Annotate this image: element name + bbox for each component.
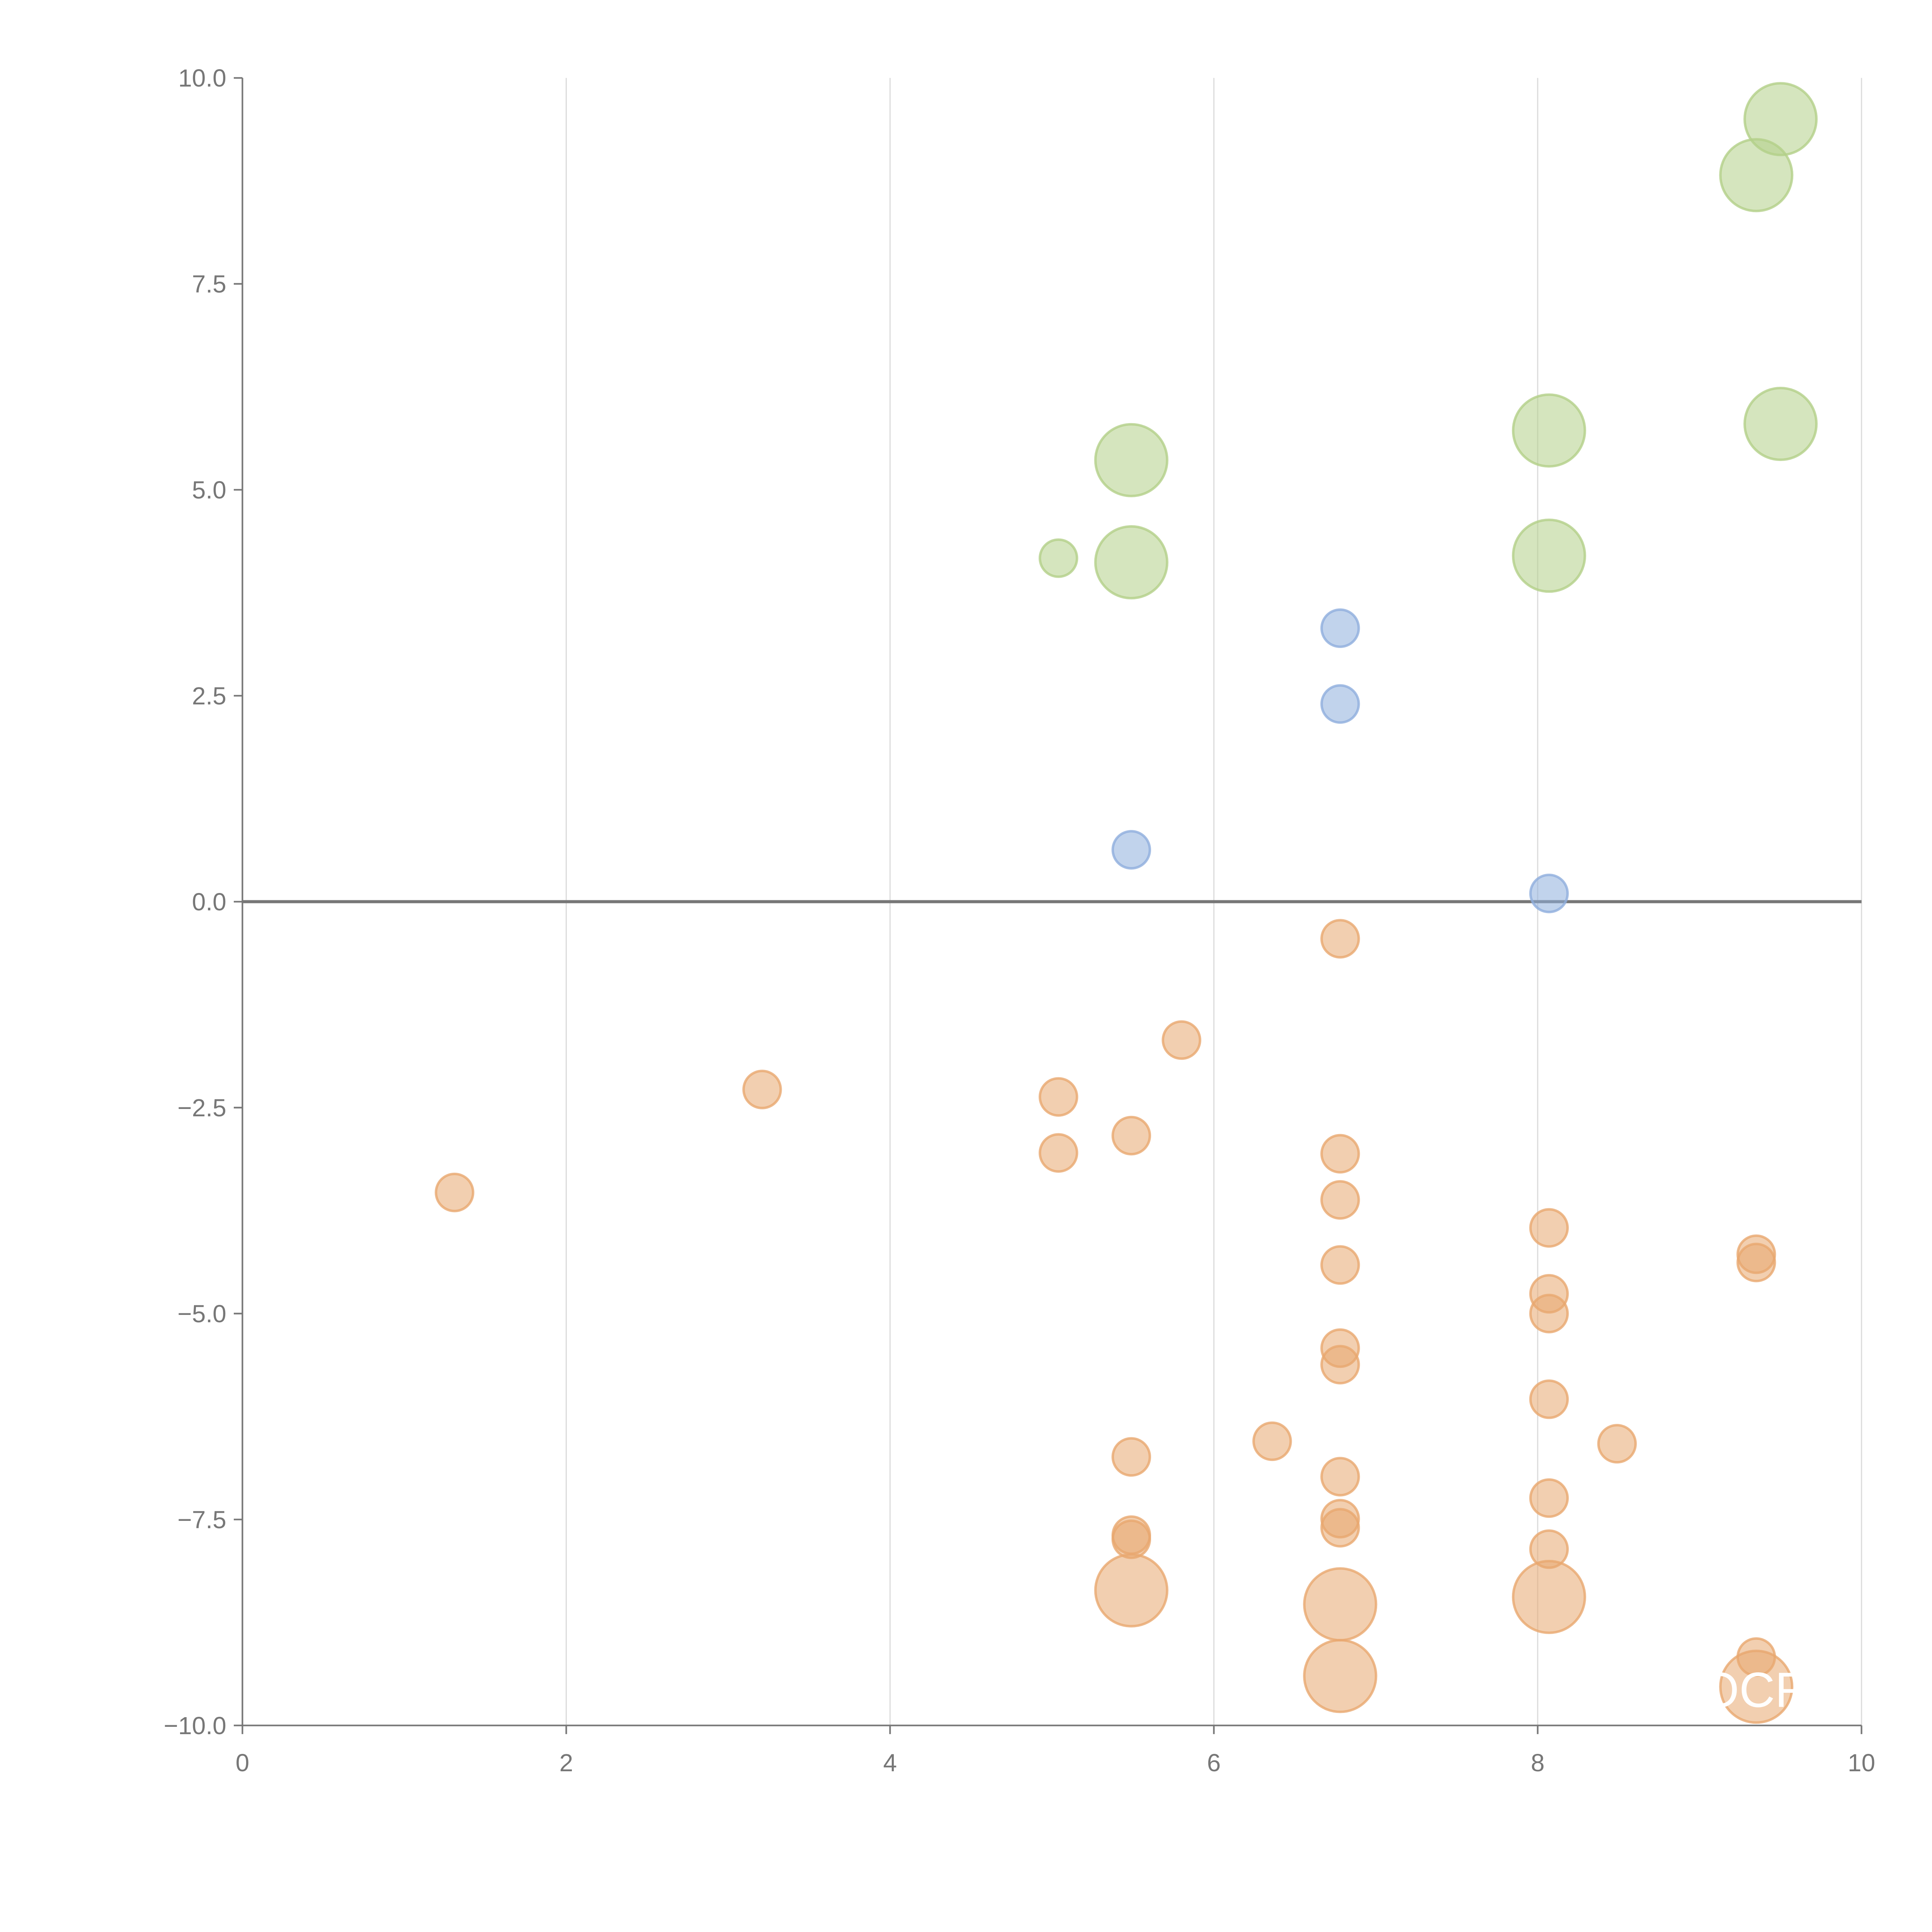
data-point-orange (1529, 1478, 1569, 1518)
data-point-orange (1162, 1020, 1201, 1060)
axes: 0 2 4 6 8 10 10.0 7.5 5.0 2.5 0.0 −2.5 −5.0 −7.5 −10.0 (164, 64, 1875, 1777)
data-point-orange (1320, 1508, 1360, 1548)
data-point-green (1743, 387, 1818, 461)
data-point-orange (1320, 919, 1360, 959)
data-point-orange (1303, 1567, 1378, 1642)
data-point-orange (1039, 1133, 1078, 1173)
data-point-orange (1736, 1637, 1776, 1677)
y-tick-label: −5.0 (177, 1300, 226, 1328)
data-point-orange (1111, 1437, 1151, 1477)
y-tick-label: 2.5 (192, 682, 226, 710)
y-tick-label: 10.0 (178, 64, 226, 92)
data-point-orange (1320, 1134, 1360, 1174)
data-point-blue (1320, 608, 1360, 648)
data-point-orange (1320, 1345, 1360, 1384)
data-point-green (1094, 423, 1168, 497)
y-tick-label: 0.0 (192, 888, 226, 916)
data-point-orange (1111, 1519, 1151, 1559)
annotation-label: OCR (1701, 1662, 1811, 1718)
data-point-orange (435, 1172, 474, 1213)
data-point-green (1094, 525, 1168, 600)
data-point-blue (1529, 874, 1569, 913)
y-tick-label: 5.0 (192, 476, 226, 504)
data-point-orange (1111, 1116, 1151, 1156)
data-point-green (1512, 393, 1586, 468)
x-tick-label: 2 (560, 1749, 573, 1777)
x-tick-label: 4 (883, 1749, 897, 1777)
data-point-orange (1736, 1243, 1776, 1282)
x-tick-label: 10 (1848, 1749, 1875, 1777)
data-point-green (1039, 538, 1078, 578)
x-tick-label: 8 (1531, 1749, 1545, 1777)
data-point-orange (1529, 1379, 1569, 1419)
x-tick-label: 6 (1207, 1749, 1221, 1777)
data-point-orange (1094, 1553, 1168, 1628)
data-point-green (1512, 519, 1586, 593)
data-point-orange (1529, 1208, 1569, 1248)
y-tick-label: −7.5 (177, 1506, 226, 1534)
data-point-orange (1252, 1421, 1292, 1461)
data-point-orange (1597, 1424, 1637, 1464)
y-tick-label: −2.5 (177, 1094, 226, 1122)
data-point-orange (742, 1070, 782, 1109)
data-point-orange (1320, 1245, 1360, 1285)
data-point-blue (1111, 830, 1151, 870)
y-tick-label: −10.0 (164, 1712, 226, 1740)
data-point-orange (1320, 1180, 1360, 1220)
data-point-orange (1320, 1457, 1360, 1497)
data-point-orange (1303, 1639, 1378, 1713)
data-point-green (1719, 138, 1794, 213)
data-point-orange (1512, 1560, 1586, 1634)
data-point-blue (1320, 684, 1360, 724)
y-tick-label: 7.5 (192, 270, 226, 298)
data-points (435, 82, 1818, 1724)
data-point-orange (1529, 1294, 1569, 1333)
x-tick-label: 0 (236, 1749, 250, 1777)
data-point-orange (1039, 1077, 1078, 1117)
